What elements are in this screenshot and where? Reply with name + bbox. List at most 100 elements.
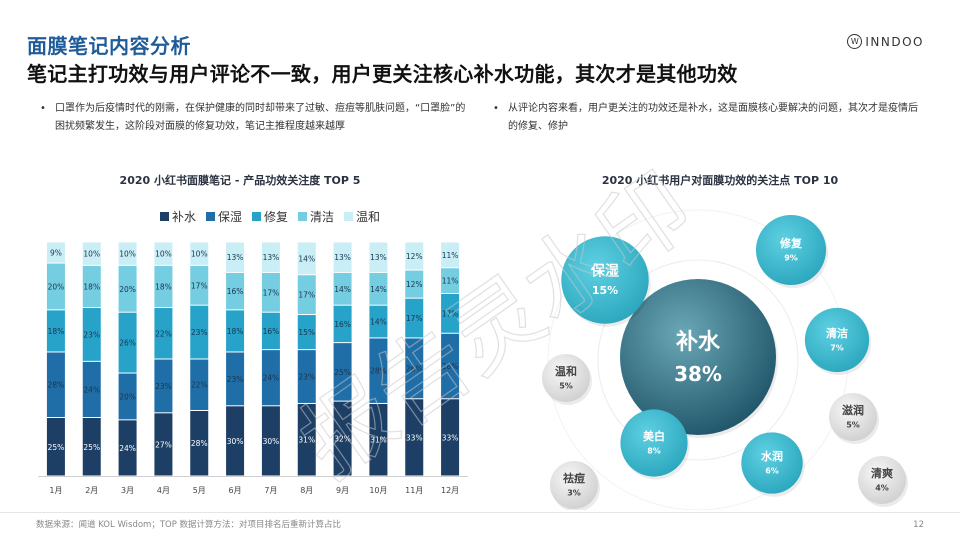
bar-segment: [118, 265, 137, 312]
bubble-label: 水润: [761, 449, 783, 463]
bubble-label: 温和: [555, 364, 577, 378]
bar-value-label: 11%: [442, 277, 459, 286]
bar-segment: [297, 315, 316, 350]
bubble-circle: [755, 214, 827, 286]
bar-value-label: 30%: [227, 437, 244, 446]
x-tick-label: 1月: [49, 486, 62, 495]
legend-swatch-1: [160, 212, 169, 221]
bubble-circle: [561, 236, 649, 324]
bubble-circle: [620, 409, 688, 477]
bar-segment: [154, 265, 173, 308]
bubble-value: 7%: [830, 344, 844, 353]
bar-segment: [46, 352, 65, 417]
legend-swatch-2: [206, 212, 215, 221]
bar-segment: [82, 308, 101, 361]
bar-segment: [405, 298, 424, 338]
bar-value-label: 33%: [406, 433, 423, 442]
bubble-value: 3%: [567, 489, 581, 498]
legend-label-1: 补水: [172, 210, 196, 224]
bar-segment: [297, 350, 316, 403]
bar-value-label: 31%: [370, 436, 387, 445]
bar-segment: [405, 270, 424, 298]
orbit-ring: [597, 259, 799, 461]
legend-swatch-4: [298, 212, 307, 221]
stacked-bar-chart: 补水 保湿 修复 清洁 温和 25% 28% 18% 20% 9% 1月 25% 24% 23% 18% 10…: [38, 209, 468, 495]
bar-value-label: 17%: [191, 281, 208, 290]
x-tick-label: 6月: [229, 486, 242, 495]
bar-value-label: 23%: [227, 375, 244, 384]
bubble: 水润 6%: [741, 432, 805, 497]
bar-segment: [226, 310, 245, 352]
bar-segment: [297, 275, 316, 315]
bar-segment: [441, 333, 460, 399]
bar-segment: [369, 338, 388, 403]
bar-value-label: 14%: [298, 254, 315, 263]
bar-value-label: 17%: [298, 291, 315, 300]
bubble: 补水 38%: [620, 279, 778, 438]
legend-label-2: 保湿: [218, 209, 242, 224]
bar-value-label: 25%: [334, 368, 351, 377]
bar-value-label: 16%: [263, 327, 280, 336]
bar-legend: 补水 保湿 修复 清洁 温和: [160, 209, 380, 224]
bar-value-label: 20%: [119, 285, 136, 294]
bar-segment: [226, 242, 245, 272]
bar-segment: [190, 359, 209, 410]
bar-segment: [190, 242, 209, 265]
bubble: 清爽 4%: [858, 456, 908, 507]
bar-value-label: 18%: [83, 282, 100, 291]
bar-value-label: 14%: [334, 285, 351, 294]
bar-value-label: 27%: [155, 440, 172, 449]
bar-segment: [441, 293, 460, 333]
bubble: 滋润 5%: [829, 393, 879, 444]
bar-value-label: 10%: [119, 250, 136, 259]
bar-segment: [333, 401, 352, 476]
bar-segment: [441, 242, 460, 268]
bubble-chart: 补水 38% 保湿 15% 修复 9% 美白 8% 清洁 7% 水润 6% 温和 5% 滋润 5% 清爽 4% 祛痘…: [542, 209, 908, 510]
bubble: 美白 8%: [620, 409, 690, 480]
bar-value-label: 22%: [155, 329, 172, 338]
bar-value-label: 15%: [298, 328, 315, 337]
bar-segment: [369, 403, 388, 476]
bar-segment: [441, 399, 460, 476]
bar-value-label: 32%: [334, 435, 351, 444]
bar-segment: [261, 312, 280, 350]
bar-segment: [82, 242, 101, 265]
x-tick-label: 9月: [336, 486, 349, 495]
bar-segment: [82, 418, 101, 476]
bubble-value: 4%: [875, 484, 889, 493]
bubble-circle: [550, 461, 598, 509]
bar-chart-title: 2020 小红书面膜笔记 - 产品功效关注度 TOP 5: [119, 174, 361, 187]
bar-segment: [118, 420, 137, 476]
bar-value-label: 25%: [83, 443, 100, 452]
bar-segment: [82, 265, 101, 308]
bar-value-label: 10%: [83, 250, 100, 259]
bar-segment: [190, 305, 209, 359]
bar-segment: [82, 361, 101, 417]
bar-segment: [405, 399, 424, 476]
bar-segment: [333, 242, 352, 272]
bar-value-label: 16%: [334, 320, 351, 329]
bar-value-label: 10%: [155, 250, 172, 259]
bar-segment: [261, 242, 280, 272]
bar-segment: [46, 263, 65, 310]
bar-value-label: 20%: [48, 282, 65, 291]
bubble-label: 保湿: [590, 263, 619, 280]
bar-value-label: 33%: [442, 433, 459, 442]
bubble-circle: [741, 432, 803, 494]
bar-value-label: 17%: [442, 309, 459, 318]
bar-value-label: 31%: [298, 436, 315, 445]
legend-label-5: 温和: [356, 210, 380, 224]
bar-value-label: 13%: [370, 253, 387, 262]
bar-value-label: 13%: [334, 253, 351, 262]
bar-value-label: 28%: [442, 362, 459, 371]
legend-swatch-5: [344, 212, 353, 221]
bubble-value: 5%: [846, 421, 860, 430]
bar-value-label: 16%: [227, 287, 244, 296]
bullet-right: 从评论内容来看，用户更关注的功效还是补水，这是面膜核心要解决的问题，其次才是疫情…: [493, 100, 918, 136]
bar-segment: [369, 242, 388, 272]
bar-segment: [154, 359, 173, 413]
bubble: 修复 9%: [755, 214, 829, 289]
legend-label-4: 清洁: [310, 210, 334, 224]
bubble-label: 清洁: [826, 326, 848, 340]
bar-segment: [261, 406, 280, 476]
